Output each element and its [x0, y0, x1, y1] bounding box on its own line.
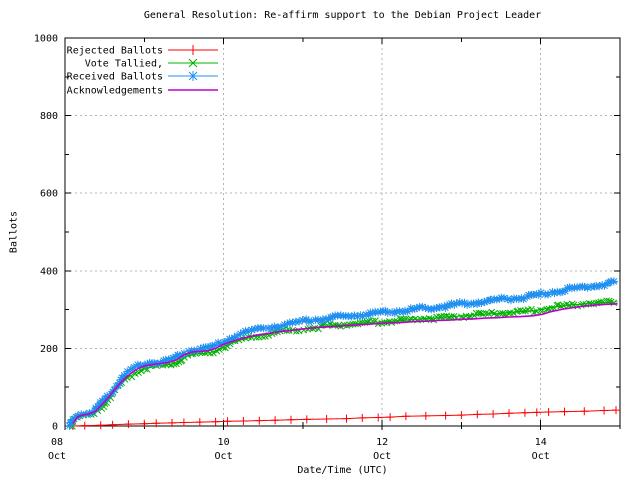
x-tick-label: 14: [535, 437, 547, 448]
series-line-2: [69, 281, 618, 427]
chart-title: General Resolution: Re-affirm support to…: [143, 10, 542, 21]
x-tick-label: Oct: [532, 451, 550, 462]
legend-marker-1: [188, 58, 198, 68]
legend-label-1: Vote Tallied,: [85, 59, 163, 70]
x-tick-label: Oct: [373, 451, 391, 462]
legend-label-0: Rejected Ballots: [67, 46, 163, 57]
x-axis-title: Date/Time (UTC): [297, 465, 388, 476]
legend-label-3: Acknowledgements: [67, 86, 163, 97]
y-tick-label: 600: [40, 189, 58, 200]
series-line-3: [72, 303, 618, 425]
legend-marker-0: [188, 45, 198, 55]
x-tick-label: Oct: [48, 451, 66, 462]
legend-label-2: Received Ballots: [67, 72, 163, 83]
legend-marker-2: [188, 71, 198, 81]
y-tick-label: 400: [40, 266, 58, 277]
plot-border: [64, 37, 621, 427]
x-tick-label: 08: [51, 437, 63, 448]
y-tick-label: 200: [40, 344, 58, 355]
series-markers-2: [65, 277, 618, 430]
x-tick-label: Oct: [215, 451, 233, 462]
x-tick-label: 10: [218, 437, 230, 448]
y-tick-label: 0: [52, 422, 58, 433]
y-tick-label: 1000: [34, 34, 58, 45]
y-tick-label: 800: [40, 111, 58, 122]
x-tick-label: 12: [376, 437, 388, 448]
